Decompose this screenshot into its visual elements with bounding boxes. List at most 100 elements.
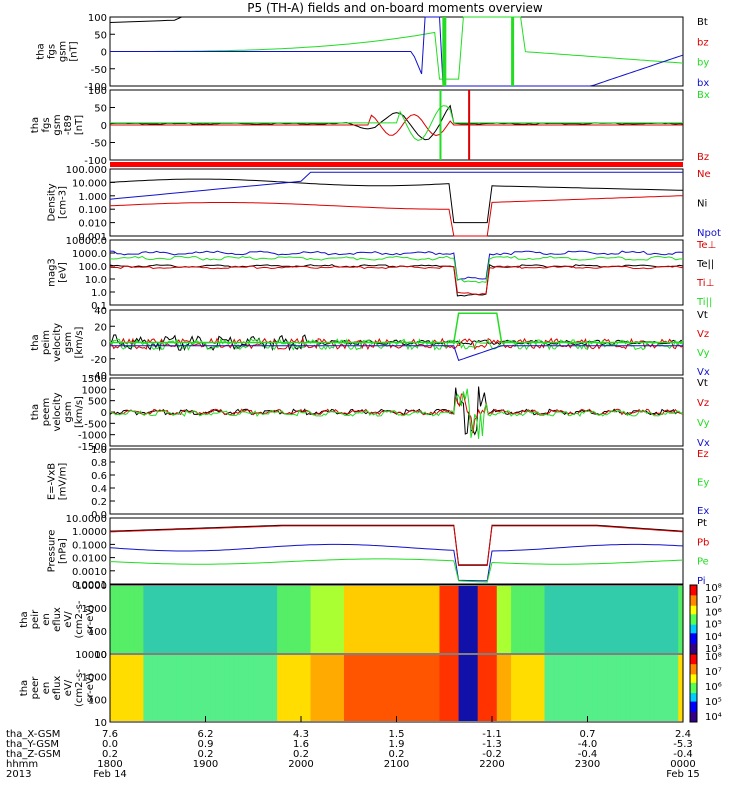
spectrogram-column bbox=[644, 655, 651, 721]
spectrogram-column bbox=[568, 586, 574, 653]
spectrogram-column bbox=[305, 586, 312, 653]
spectrogram-column bbox=[382, 586, 388, 653]
spectrogram-column bbox=[138, 586, 145, 653]
colorbar-label: 10⁴ bbox=[705, 632, 722, 643]
spectrogram-column bbox=[358, 655, 364, 721]
colorbar-frame bbox=[689, 653, 698, 723]
spectrogram-column bbox=[678, 586, 684, 653]
spectrogram-column bbox=[363, 655, 369, 721]
colorbar-band bbox=[690, 590, 697, 593]
spectrogram-column bbox=[367, 586, 374, 653]
spectrogram-column bbox=[449, 655, 455, 721]
spectrogram-column bbox=[539, 586, 546, 653]
spectrogram-column bbox=[205, 655, 211, 721]
y-axis-label: eflux bbox=[52, 607, 63, 632]
colorbar-band bbox=[690, 662, 697, 665]
axis-row-value: 0.2 bbox=[198, 749, 214, 760]
axis-row-value: -1.3 bbox=[482, 739, 502, 750]
spectrogram-column bbox=[181, 655, 187, 721]
series-Bz bbox=[110, 113, 683, 137]
y-tick-label: 1.000 bbox=[78, 192, 107, 203]
spectrogram-column bbox=[291, 655, 297, 721]
spectrogram-column bbox=[191, 586, 197, 653]
y-axis-label: peim bbox=[41, 330, 52, 355]
y-axis-label: tha bbox=[30, 334, 41, 350]
y-axis-label: tha bbox=[30, 117, 41, 133]
spectrogram-column bbox=[625, 655, 632, 721]
panel-vi: 40 20 0 -20 -40 tha peim velocity gsm [km/s] Vt Vz V… bbox=[30, 306, 710, 382]
spectrogram-column bbox=[162, 586, 168, 653]
colorbar-band bbox=[690, 706, 697, 709]
y-axis-label: en bbox=[41, 682, 52, 695]
y-axis-label: mag3 bbox=[47, 258, 58, 287]
time-axis: tha_X-GSM 7.6 6.2 4.3 1.5 -1.1 0.7 2.4 tha_Y-GSM… bbox=[6, 716, 700, 780]
y-tick-label: 0.001 bbox=[78, 232, 107, 243]
colorbar-band bbox=[690, 626, 697, 629]
y-tick-label: 0.0010 bbox=[72, 567, 107, 578]
series-by bbox=[110, 16, 684, 80]
series-Vt bbox=[109, 386, 684, 436]
spectrogram-column bbox=[267, 655, 273, 721]
y-axis-label: gsm bbox=[52, 114, 63, 135]
colorbar-band bbox=[690, 635, 697, 638]
y-tick-label: 0.010 bbox=[78, 219, 107, 230]
axis-row-value: 1900 bbox=[193, 759, 218, 770]
series-Bx bbox=[110, 105, 683, 141]
spectrogram-column bbox=[243, 586, 250, 653]
spectrogram-column bbox=[558, 586, 565, 653]
spectrogram-column bbox=[492, 655, 498, 721]
spectrogram-column bbox=[296, 586, 302, 653]
colorbar-band bbox=[690, 671, 697, 674]
legend-entry: Te⊥ bbox=[696, 240, 716, 251]
colorbar-band bbox=[690, 647, 697, 650]
spectrogram-column bbox=[124, 655, 130, 721]
spectrogram-column bbox=[382, 655, 388, 721]
y-axis-label: sr-eV) bbox=[85, 605, 96, 634]
y-axis-label: eV/ bbox=[63, 679, 74, 696]
y-axis-label: tha bbox=[36, 43, 47, 59]
colorbar-band bbox=[690, 593, 697, 596]
y-axis-label: sr-eV) bbox=[85, 673, 96, 702]
y-tick-label: 0 bbox=[101, 339, 107, 350]
spectrogram-column bbox=[324, 586, 331, 653]
axis-row-value: 1.6 bbox=[293, 739, 309, 750]
y-tick-label: 1.0 bbox=[91, 445, 107, 456]
colorbar-band bbox=[690, 677, 697, 680]
y-tick-label: 0.2 bbox=[91, 497, 107, 508]
spectrogram-column bbox=[663, 655, 670, 721]
y-axis-label: Density bbox=[47, 183, 58, 221]
spectrogram-column bbox=[176, 655, 183, 721]
colorbar-band bbox=[690, 595, 697, 598]
spectrogram-column bbox=[544, 655, 550, 721]
colorbar-band bbox=[690, 643, 697, 646]
colorbar-band bbox=[690, 617, 697, 620]
spectrogram-column bbox=[444, 655, 450, 721]
colorbar-band bbox=[690, 600, 697, 603]
colorbar-band bbox=[690, 619, 697, 622]
series-Te bbox=[109, 265, 684, 296]
spectrogram-column bbox=[272, 586, 278, 653]
panel-frame bbox=[109, 517, 684, 585]
colorbar-band bbox=[690, 699, 697, 703]
y-tick-label: 100 bbox=[88, 627, 107, 638]
spectrogram-column bbox=[205, 586, 211, 653]
spectrogram-column bbox=[391, 655, 398, 721]
colorbar-band bbox=[690, 591, 697, 595]
axis-row-value: 1.5 bbox=[389, 729, 405, 740]
spectrogram-column bbox=[258, 586, 264, 653]
colorbar-band bbox=[690, 705, 697, 708]
spectrogram-column bbox=[544, 586, 550, 653]
spectrogram-column bbox=[506, 586, 512, 653]
spectrogram-column bbox=[425, 586, 431, 653]
axis-row-value: -5.3 bbox=[673, 739, 693, 750]
spectrogram-column bbox=[334, 655, 340, 721]
spectrogram-column bbox=[606, 655, 612, 721]
spectrogram-column bbox=[472, 655, 479, 721]
axis-row-value: 6.2 bbox=[198, 729, 214, 740]
series-Pt bbox=[109, 524, 684, 566]
y-tick-label: 0.1000 bbox=[72, 540, 107, 551]
legend-entry: Pb bbox=[697, 537, 709, 548]
y-axis-label: gsm bbox=[58, 41, 69, 62]
spectrogram-column bbox=[238, 586, 245, 653]
